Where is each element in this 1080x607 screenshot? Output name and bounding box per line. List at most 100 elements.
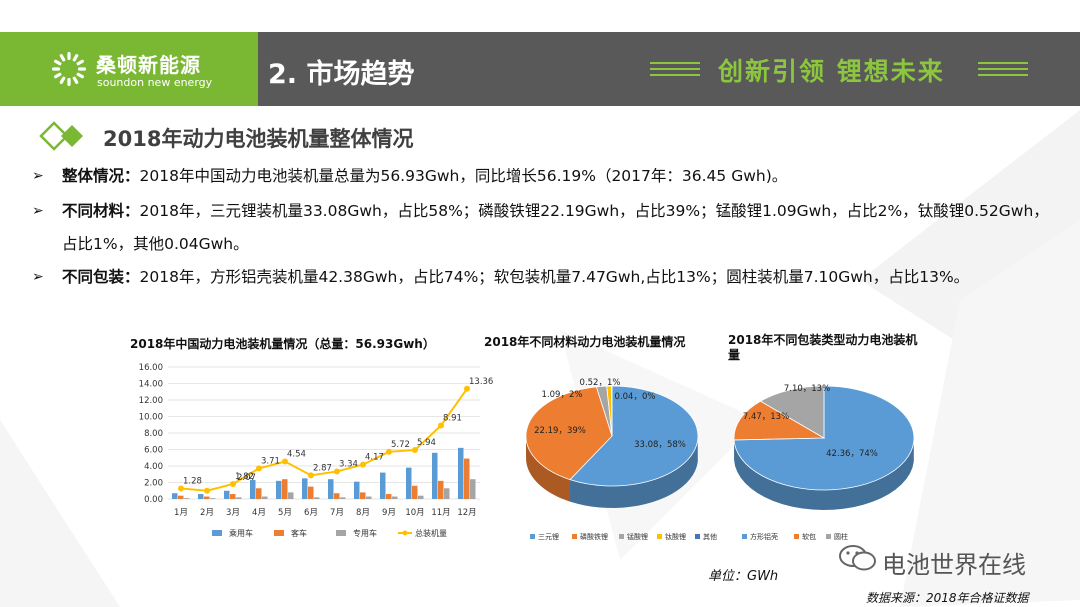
legend-label: 圆柱	[834, 532, 848, 541]
pie-side-三元锂	[570, 439, 698, 508]
data-label: 5.72	[391, 440, 410, 450]
bar-chart-title: 2018年中国动力电池装机量情况（总量：56.93Gwh）	[130, 337, 435, 351]
sun-logo-icon	[52, 52, 86, 86]
legend-label: 三元锂	[538, 532, 559, 541]
line-point	[360, 461, 366, 468]
pie-data-label: 42.36，74%	[826, 449, 878, 459]
bullet-text: 2018年中国动力电池装机量总量为56.93Gwh，同比增长56.19%（201…	[139, 167, 788, 185]
bar-乘用车	[276, 480, 282, 499]
bullet-label: 整体情况：	[62, 167, 140, 185]
data-source: 数据来源：2018年合格证数据	[866, 591, 1029, 605]
package-pie-title: 2018年不同包装类型动力电池装机量	[728, 333, 918, 362]
bar-客车	[360, 492, 366, 499]
data-label: 4.17	[365, 453, 384, 463]
data-label: 2.87	[313, 463, 332, 473]
bar-乘用车	[406, 467, 412, 499]
bar-乘用车	[198, 494, 204, 499]
legend-label: 其他	[703, 532, 717, 541]
x-tick-label: 9月	[382, 508, 396, 518]
data-label: 5.94	[417, 438, 436, 448]
bar-客车	[464, 458, 470, 499]
legend-label: 乘用车	[229, 528, 253, 538]
line-point	[308, 472, 314, 479]
bar-客车	[438, 480, 444, 499]
wechat-icon	[839, 545, 876, 571]
data-label: 1.82	[235, 472, 254, 482]
legend-label: 方形铝壳	[750, 532, 778, 541]
line-point	[178, 485, 184, 492]
line-point	[256, 465, 262, 472]
section-subtitle: 2018年动力电池装机量整体情况	[103, 127, 414, 151]
legend-label: 钛酸锂	[665, 532, 686, 541]
bar-乘用车	[250, 480, 256, 499]
data-label: 13.36	[469, 377, 493, 387]
legend-swatch	[530, 534, 535, 539]
bullet-overall: ➢ 整体情况：2018年中国动力电池装机量总量为56.93Gwh，同比增长56.…	[32, 160, 1062, 194]
y-tick-label: 10.00	[139, 413, 163, 423]
watermark: 电池世界在线	[838, 543, 1026, 579]
y-tick-label: 4.00	[144, 462, 163, 472]
legend-swatch	[826, 534, 831, 539]
bar-乘用车	[354, 481, 360, 499]
bar-客车	[308, 486, 314, 499]
bar-专用车	[470, 479, 476, 499]
y-tick-label: 2.00	[144, 479, 163, 489]
line-point	[334, 468, 340, 475]
bar-客车	[386, 494, 392, 499]
x-tick-label: 2月	[200, 508, 214, 518]
y-tick-label: 12.00	[139, 396, 163, 406]
bar-专用车	[288, 492, 294, 499]
x-tick-label: 6月	[304, 508, 318, 518]
bar-专用车	[340, 497, 346, 499]
bullet-packaging: ➢ 不同包装：2018年，方形铝壳装机量42.38Gwh，占比74%；软包装机量…	[32, 261, 1062, 327]
slogan-right-lines	[978, 62, 1028, 78]
x-tick-label: 3月	[226, 508, 240, 518]
line-point	[386, 448, 392, 455]
x-tick-label: 10月	[405, 508, 424, 518]
data-label: 3.71	[261, 456, 280, 466]
arrow-bullet-icon: ➢	[32, 269, 44, 285]
line-total-install	[180, 388, 468, 492]
pie-slice-磷酸铁锂	[525, 386, 613, 481]
bar-客车	[230, 494, 236, 499]
legend-swatch	[336, 530, 346, 536]
pie-data-label: 1.09，2%	[542, 390, 583, 400]
legend-label: 总装机量	[415, 528, 447, 538]
bullet-label: 不同材料：	[62, 202, 140, 220]
line-point	[438, 422, 444, 429]
y-tick-label: 8.00	[144, 429, 163, 439]
bar-客车	[282, 479, 288, 499]
bar-乘用车	[328, 479, 334, 499]
bar-专用车	[444, 488, 450, 499]
legend-swatch	[742, 534, 747, 539]
bar-专用车	[262, 496, 268, 499]
line-point	[282, 458, 288, 465]
bar-乘用车	[458, 447, 464, 499]
bar-客车	[204, 496, 210, 499]
legend-label: 磷酸铁锂	[580, 532, 608, 541]
pie-data-label: 7.10，13%	[784, 384, 830, 394]
pie-data-label: 0.52，1%	[580, 378, 621, 388]
pie-slice-圆柱	[759, 385, 825, 439]
y-tick-label: 16.00	[139, 363, 163, 373]
x-tick-label: 11月	[431, 508, 450, 518]
watermark-text: 电池世界在线	[882, 551, 1026, 579]
line-point	[412, 446, 418, 453]
line-point	[204, 487, 210, 494]
data-label: 8.91	[443, 413, 462, 423]
bar-专用车	[418, 495, 424, 499]
y-tick-label: 0.00	[144, 495, 163, 505]
bar-客车	[178, 495, 184, 499]
slogan-left-lines	[650, 62, 700, 78]
bullet-text: 2018年，方形铝壳装机量42.38Gwh，占比74%；软包装机量7.47Gwh…	[139, 268, 970, 286]
unit-label: 单位：GWh	[708, 569, 779, 584]
logo-english-name: soundon new energy	[97, 76, 213, 89]
material-pie-chart: 33.08，58% 22.19，39% 1.09，2% 0.52，1% 0.04，0% 三…	[525, 378, 717, 541]
bar-专用车	[314, 497, 320, 499]
legend-swatch	[619, 534, 624, 539]
bar-乘用车	[224, 490, 230, 499]
bullet-text: 2018年，三元锂装机量33.08Gwh，占比58%；磷酸铁锂22.19Gwh，…	[62, 202, 1049, 253]
arrow-bullet-icon: ➢	[32, 168, 44, 184]
x-tick-label: 5月	[278, 508, 292, 518]
legend-label: 客车	[291, 528, 307, 538]
